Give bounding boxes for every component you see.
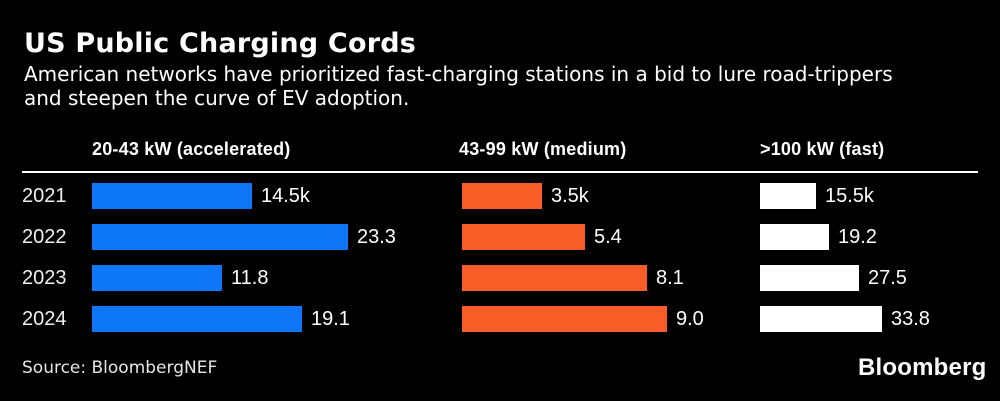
bar-value-label: 15.5k <box>825 185 874 207</box>
header-divider-line <box>22 171 978 173</box>
bar-medium <box>462 224 585 250</box>
bloomberg-logo: Bloomberg <box>858 354 987 381</box>
bar-fast <box>760 306 882 332</box>
bar-value-label: 3.5k <box>551 185 589 207</box>
column-header-medium: 43-99 kW (medium) <box>459 139 627 159</box>
column-header-accelerated: 20-43 kW (accelerated) <box>92 139 291 159</box>
row-year-label: 2024 <box>22 308 67 330</box>
bar-value-label: 27.5 <box>868 267 907 289</box>
row-year-label: 2022 <box>22 226 67 248</box>
row-year-label: 2023 <box>22 267 67 289</box>
bar-value-label: 19.1 <box>311 308 350 330</box>
bar-value-label: 8.1 <box>656 267 684 289</box>
bar-accelerated <box>92 224 348 250</box>
bar-value-label: 23.3 <box>357 226 396 248</box>
bar-medium <box>462 183 542 209</box>
bar-accelerated <box>92 265 222 291</box>
source-credit: Source: BloombergNEF <box>22 358 218 378</box>
column-header-fast: >100 kW (fast) <box>760 139 885 159</box>
bar-value-label: 9.0 <box>676 308 704 330</box>
bar-fast <box>760 265 859 291</box>
bar-value-label: 19.2 <box>838 226 877 248</box>
bar-accelerated <box>92 306 302 332</box>
bar-value-label: 5.4 <box>594 226 622 248</box>
row-year-label: 2021 <box>22 185 67 207</box>
bar-fast <box>760 224 829 250</box>
page-title: US Public Charging Cords <box>24 28 417 59</box>
bar-accelerated <box>92 183 252 209</box>
bar-medium <box>462 306 667 332</box>
bar-fast <box>760 183 816 209</box>
chart-subtitle: American networks have prioritized fast-… <box>24 62 893 110</box>
bar-value-label: 14.5k <box>261 185 310 207</box>
bar-value-label: 33.8 <box>891 308 930 330</box>
bar-medium <box>462 265 647 291</box>
bar-value-label: 11.8 <box>231 267 269 289</box>
